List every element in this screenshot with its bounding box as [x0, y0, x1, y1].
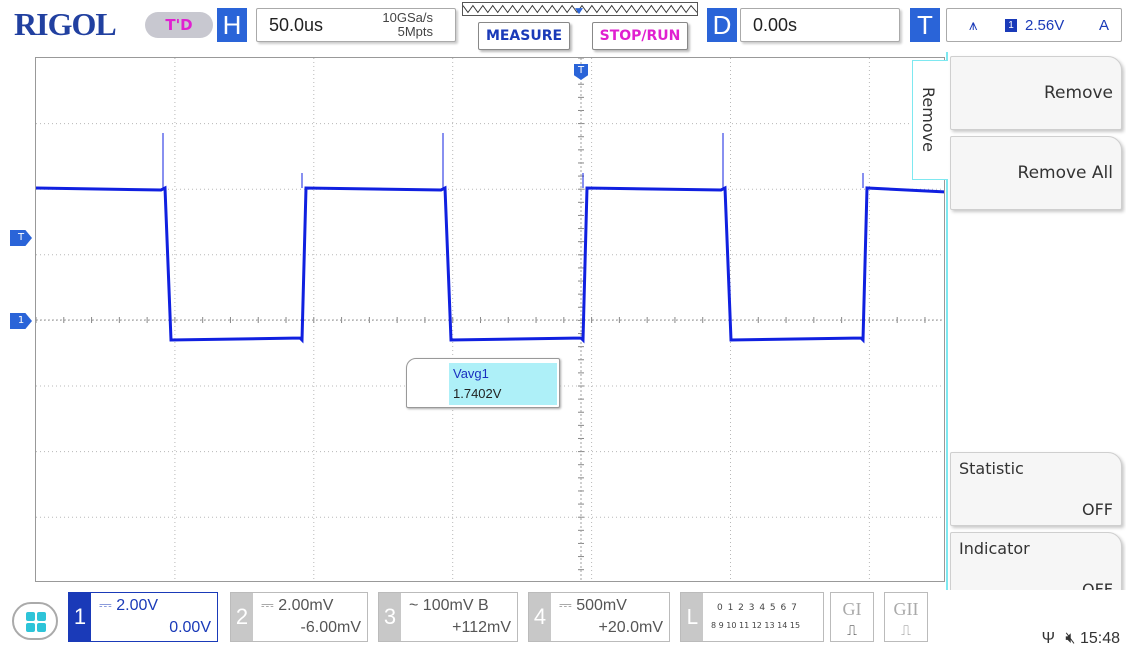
channel4-panel[interactable]: 4 ⎓ 500mV +20.0mV: [528, 592, 670, 642]
rigol-logo: RIGOL: [14, 6, 117, 42]
mute-icon[interactable]: 🔇︎: [1065, 630, 1076, 646]
measurement-name: Vavg1: [453, 366, 489, 381]
statistic-value: OFF: [1082, 500, 1113, 519]
stop-run-button[interactable]: STOP/RUN: [592, 22, 688, 50]
grid: [36, 58, 944, 581]
remove-label: Remove: [1044, 83, 1113, 103]
timebase-value: 50.0us: [269, 15, 324, 35]
statistic-label: Statistic: [959, 459, 1024, 478]
measurement-readout: Vavg1 1.7402V: [449, 363, 557, 405]
memory-overview-icon: [462, 2, 698, 16]
status-area: Ψ 🔇︎ 15:48: [1042, 630, 1120, 646]
usb-icon: Ψ: [1041, 630, 1055, 646]
channel3-scale: ~ 100mV B: [409, 597, 489, 614]
generator1-label: GI: [842, 599, 862, 619]
delay-button[interactable]: D: [707, 8, 737, 42]
channel1-trace: [36, 185, 944, 344]
trigger-position-marker-label: T: [577, 65, 585, 76]
channel2-number: 2: [231, 593, 253, 641]
statistic-button[interactable]: Statistic OFF: [950, 452, 1122, 526]
timebase-box[interactable]: 50.0us 10GSa/s 5Mpts: [256, 8, 456, 42]
channel4-number: 4: [529, 593, 551, 641]
trigger-delay-badge[interactable]: T'D: [145, 12, 213, 38]
digital-channels-row1: 0 1 2 3 4 5 6 7: [717, 603, 798, 613]
trigger-mode: A: [1099, 17, 1110, 34]
channel1-number: 1: [69, 593, 91, 641]
channel1-offset: 0.00V: [169, 619, 211, 636]
channel2-scale: ⎓ 2.00mV: [261, 597, 334, 614]
trigger-source-badge: 1: [1005, 19, 1017, 32]
side-menu-border: [946, 52, 948, 612]
measure-button[interactable]: MEASURE: [478, 22, 570, 50]
side-menu-tab-label: Remove: [919, 87, 938, 152]
channel2-offset: -6.00mV: [300, 619, 361, 636]
delay-box[interactable]: 0.00s: [740, 8, 900, 42]
memory-depth: 5Mpts: [397, 24, 433, 39]
acquisition-info: 10GSa/s 5Mpts: [382, 11, 433, 39]
generator2-button[interactable]: GII ⎍: [884, 592, 928, 642]
channel3-bw-limit: B: [477, 597, 489, 614]
channel3-number: 3: [379, 593, 401, 641]
channel3-panel[interactable]: 3 ~ 100mV B +112mV: [378, 592, 518, 642]
top-bar: RIGOL T'D H 50.0us 10GSa/s 5Mpts MEASURE…: [0, 0, 1126, 52]
bottom-bar: 1 ⎓ 2.00V 0.00V 2 ⎓ 2.00mV -6.00mV 3 ~ 1…: [0, 590, 1126, 646]
channel1-offset-marker[interactable]: 1: [10, 313, 32, 329]
clock: 15:48: [1079, 630, 1120, 646]
trigger-box[interactable]: ⩚ 1 2.56V A: [946, 8, 1122, 42]
trigger-level: 2.56V: [1025, 17, 1065, 34]
trigger-button[interactable]: T: [910, 8, 940, 42]
logic-analyzer-label: L: [681, 593, 703, 641]
delay-value: 0.00s: [753, 15, 798, 35]
channel1-panel[interactable]: 1 ⎓ 2.00V 0.00V: [68, 592, 218, 642]
digital-channels-row2: 8 9 10 11 12 13 14 15: [711, 621, 801, 630]
waveform-display[interactable]: [35, 57, 945, 582]
channel4-offset: +20.0mV: [598, 619, 663, 636]
indicator-label: Indicator: [959, 539, 1030, 558]
remove-all-button[interactable]: Remove All: [950, 136, 1122, 210]
pulse-wave-icon: ⎍: [847, 623, 857, 639]
trigger-level-marker[interactable]: T: [10, 230, 32, 246]
grid-menu-icon: [26, 612, 46, 632]
side-menu-tab[interactable]: Remove: [912, 60, 948, 180]
generator2-label: GII: [893, 599, 919, 619]
horizontal-button[interactable]: H: [217, 8, 247, 42]
channel2-panel[interactable]: 2 ⎓ 2.00mV -6.00mV: [230, 592, 368, 642]
pulse-wave-icon: ⎍: [901, 623, 911, 639]
channel1-scale: ⎓ 2.00V: [99, 597, 159, 614]
measure-area: MEASURE STOP/RUN: [462, 2, 702, 50]
channel3-offset: +112mV: [452, 619, 511, 636]
sample-rate: 10GSa/s: [382, 10, 433, 25]
measurement-box[interactable]: Vavg1 1.7402V: [406, 358, 560, 408]
remove-button[interactable]: Remove: [950, 56, 1122, 130]
channel1-offset-marker-label: 1: [17, 315, 25, 326]
remove-all-label: Remove All: [1017, 163, 1113, 183]
generator1-button[interactable]: GI ⎍: [830, 592, 874, 642]
trigger-level-marker-label: T: [17, 232, 25, 243]
rising-edge-icon: ⩚: [969, 17, 978, 34]
channel4-scale: ⎓ 500mV: [559, 597, 627, 614]
measurement-value: 1.7402V: [453, 386, 502, 401]
home-button[interactable]: [12, 602, 58, 640]
logic-analyzer-panel[interactable]: L 0 1 2 3 4 5 6 7 8 9 10 11 12 13 14 15: [680, 592, 824, 642]
trigger-position-marker[interactable]: T: [574, 64, 588, 80]
